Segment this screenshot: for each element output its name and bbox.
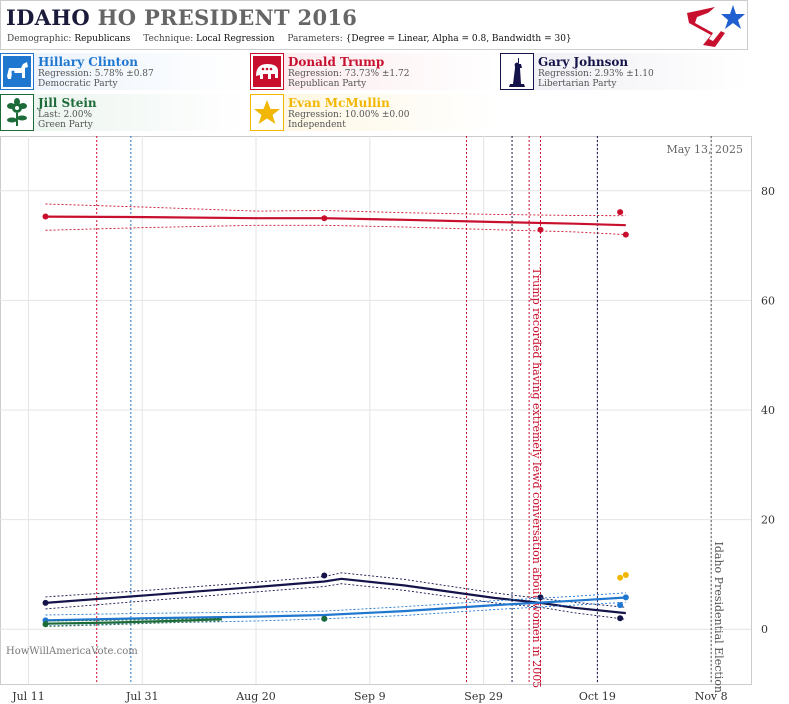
candidate-name: Hillary Clinton bbox=[38, 55, 138, 69]
data-point bbox=[42, 213, 49, 220]
chart-header: IDAHO HO PRESIDENT 2016 Demographic: Rep… bbox=[0, 0, 748, 50]
data-point bbox=[617, 602, 624, 609]
candidate-party: Republican Party bbox=[288, 79, 367, 89]
state-name: IDAHO bbox=[6, 5, 90, 30]
page-title: IDAHO HO PRESIDENT 2016 bbox=[6, 5, 357, 30]
parameters-value: {Degree = Linear, Alpha = 0.8, Bandwidth… bbox=[345, 34, 572, 44]
data-point bbox=[42, 621, 49, 628]
demographic-value: Republicans bbox=[74, 34, 131, 44]
candidate-regression: Regression: 5.78% ±0.87 bbox=[38, 69, 154, 79]
data-point bbox=[321, 615, 328, 622]
race-name: HO PRESIDENT 2016 bbox=[97, 5, 358, 30]
series-upper-band bbox=[45, 617, 222, 622]
x-tick-label: Nov 8 bbox=[695, 690, 728, 703]
candidate-name: Jill Stein bbox=[38, 96, 97, 110]
series-upper-band bbox=[45, 572, 626, 608]
watermark: HowWillAmericaVote.com bbox=[6, 646, 138, 657]
candidate-party: Democratic Party bbox=[38, 79, 118, 89]
site-logo-icon bbox=[687, 5, 745, 47]
flower-icon bbox=[0, 94, 34, 131]
event-lines: Trump recorded having extremely lewd con… bbox=[96, 136, 725, 694]
poll-chart: Trump recorded having extremely lewd con… bbox=[0, 136, 775, 703]
data-point bbox=[617, 615, 624, 622]
x-tick-label: Jul 31 bbox=[125, 690, 159, 703]
series-gary-johnson bbox=[42, 572, 626, 622]
star-icon bbox=[250, 94, 284, 131]
candidate-card-trump[interactable]: Donald Trump Regression: 73.73% ±1.72 Re… bbox=[250, 53, 496, 90]
series-jill-stein bbox=[42, 615, 328, 628]
x-tick-label: Sep 9 bbox=[354, 690, 386, 703]
y-tick-label: 0 bbox=[761, 623, 768, 636]
series-lower-band bbox=[45, 583, 626, 620]
x-tick-label: Sep 29 bbox=[464, 690, 503, 703]
x-tick-label: Jul 11 bbox=[11, 690, 45, 703]
candidate-card-stein[interactable]: Jill Stein Last: 2.00% Green Party bbox=[0, 94, 246, 131]
candidate-party: Libertarian Party bbox=[538, 79, 617, 89]
series-lower-band bbox=[45, 620, 222, 627]
data-point bbox=[321, 572, 328, 579]
axes: 0 20 40 60 80 Jul 11 Jul 31 Aug 20 Sep 9 Sep 29 Oc… bbox=[11, 185, 775, 703]
x-tick-label: Aug 20 bbox=[235, 690, 276, 703]
y-tick-label: 20 bbox=[761, 514, 775, 527]
series-upper-band bbox=[45, 592, 626, 616]
candidate-regression: Regression: 73.73% ±1.72 bbox=[288, 69, 410, 79]
technique-value: Local Regression bbox=[196, 34, 275, 44]
data-point bbox=[617, 574, 624, 581]
series-layer bbox=[42, 203, 629, 628]
data-point bbox=[321, 215, 328, 222]
series-line bbox=[45, 215, 626, 227]
data-point bbox=[537, 226, 544, 233]
candidate-name: Gary Johnson bbox=[538, 55, 629, 69]
candidate-party: Green Party bbox=[38, 120, 93, 130]
liberty-statue-icon bbox=[500, 53, 534, 90]
y-tick-label: 80 bbox=[761, 185, 775, 198]
donkey-icon bbox=[0, 53, 34, 90]
event-annotation: Trump recorded having extremely lewd con… bbox=[530, 268, 543, 689]
series-line bbox=[45, 577, 626, 615]
series-donald-trump bbox=[42, 203, 629, 238]
candidate-regression: Regression: 2.93% ±1.10 bbox=[538, 69, 654, 79]
x-tick-label: Oct 19 bbox=[579, 690, 616, 703]
parameters-line: Demographic: Republicans Technique: Loca… bbox=[7, 34, 582, 44]
data-point bbox=[42, 599, 49, 606]
candidate-name: Evan McMullin bbox=[288, 96, 390, 110]
data-point bbox=[617, 209, 624, 216]
data-point bbox=[622, 571, 629, 578]
candidate-card-mcmullin[interactable]: Evan McMullin Regression: 10.00% ±0.00 I… bbox=[250, 94, 496, 131]
data-point bbox=[537, 594, 544, 601]
chart-date: May 13, 2025 bbox=[666, 143, 743, 156]
data-point bbox=[622, 594, 629, 601]
candidate-party: Independent bbox=[288, 120, 346, 130]
parameters-label: Parameters: bbox=[287, 34, 343, 44]
candidate-regression: Regression: 10.00% ±0.00 bbox=[288, 110, 410, 120]
series-upper-band bbox=[45, 203, 626, 217]
y-tick-label: 40 bbox=[761, 404, 775, 417]
series-lower-band bbox=[45, 224, 626, 236]
demographic-label: Demographic: bbox=[7, 34, 72, 44]
data-point bbox=[622, 231, 629, 238]
candidate-regression: Last: 2.00% bbox=[38, 110, 93, 120]
candidate-card-clinton[interactable]: Hillary Clinton Regression: 5.78% ±0.87 … bbox=[0, 53, 246, 90]
y-tick-label: 60 bbox=[761, 294, 775, 307]
candidate-card-johnson[interactable]: Gary Johnson Regression: 2.93% ±1.10 Lib… bbox=[500, 53, 748, 90]
series-line bbox=[45, 596, 626, 622]
technique-label: Technique: bbox=[143, 34, 194, 44]
series-line bbox=[45, 618, 222, 625]
elephant-icon bbox=[250, 53, 284, 90]
candidate-name: Donald Trump bbox=[288, 55, 385, 69]
event-annotation: Idaho Presidential Election bbox=[712, 542, 725, 694]
series-evan-mcmullin bbox=[617, 571, 629, 581]
